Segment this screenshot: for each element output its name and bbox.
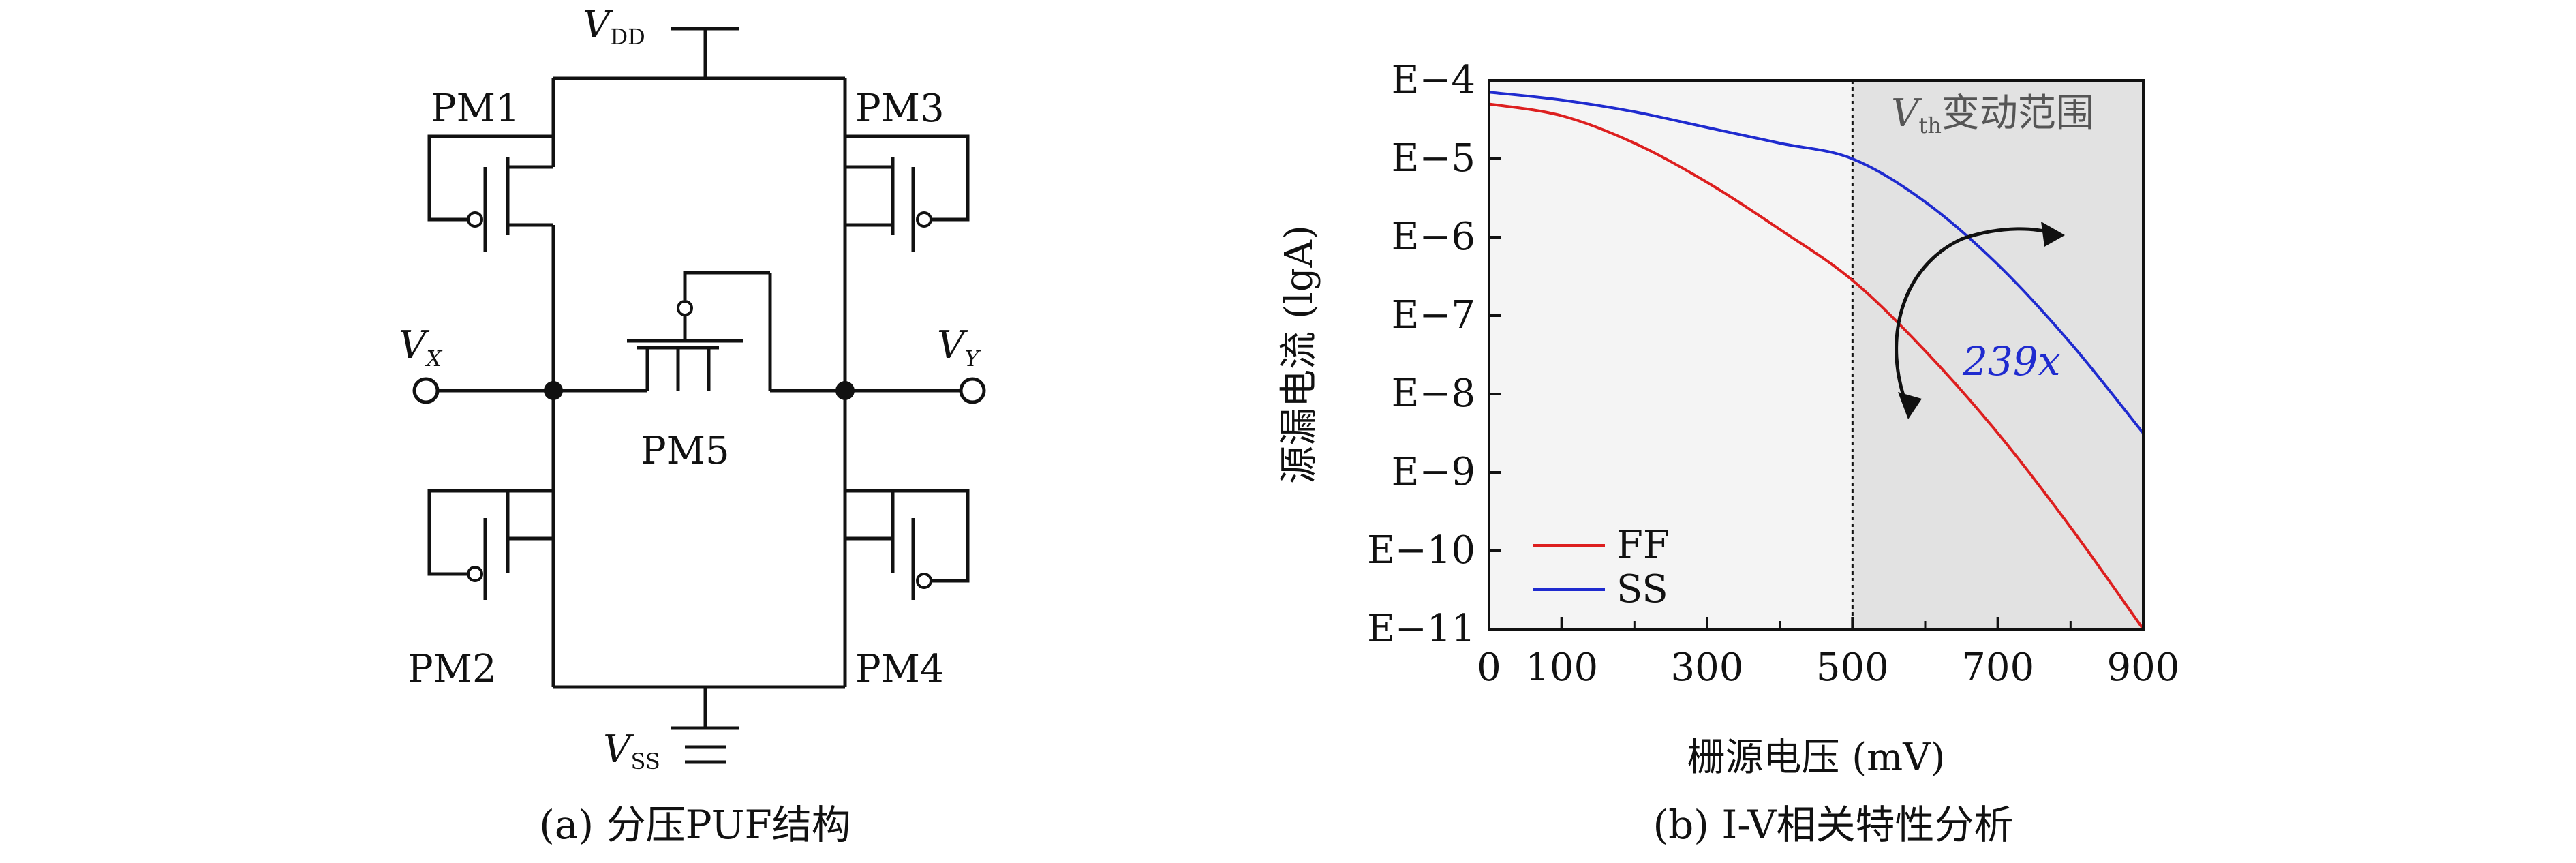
legend-ss-label: SS	[1616, 567, 1668, 611]
pm2-label: PM2	[408, 647, 497, 691]
x-tick-label: 700	[1961, 646, 2034, 690]
x-tick-label: 0	[1477, 646, 1501, 690]
ratio-label: 239x	[1962, 338, 2060, 384]
vdd-label: VDD	[583, 3, 645, 50]
pm4-label: PM4	[855, 647, 945, 691]
legend: FF SS	[1533, 523, 1670, 611]
y-tick-label: E−9	[1392, 450, 1475, 494]
vx-label: VX	[399, 323, 442, 372]
x-tick-label: 100	[1525, 646, 1598, 690]
ratio-arrow-curve	[1895, 227, 2052, 410]
vss-label: VSS	[603, 727, 660, 774]
series-line-ss	[1488, 91, 2145, 434]
x-tick-label: 500	[1816, 646, 1889, 690]
x-tick-label: 300	[1671, 646, 1744, 690]
y-tick-label: E−11	[1367, 607, 1475, 651]
x-tick-label: 900	[2107, 646, 2180, 690]
series-layer	[1488, 91, 2145, 631]
iv-chart: 0 100 300 500 700 900 E−4 E−5 E−6 E−7 E−8 E−9 E−10 E−…	[1277, 58, 2179, 780]
pm5-label: PM5	[641, 429, 730, 473]
y-axis-label: 源漏电流 (lgA)	[1277, 225, 1321, 484]
caption-a: (a) 分压PUF结构	[539, 802, 850, 848]
vy-label: VY	[937, 323, 981, 372]
y-tick-label: E−6	[1392, 215, 1475, 259]
vth-region-label: Vth变动范围	[1891, 91, 2094, 138]
pm1-label: PM1	[431, 87, 520, 131]
x-axis-label: 栅源电压 (mV)	[1687, 736, 1945, 780]
ratio-arrowhead-down	[1898, 392, 1922, 419]
axis-ticks: 0 100 300 500 700 900 E−4 E−5 E−6 E−7 E−8 E−9 E−10 E−…	[1367, 58, 2180, 690]
vy-terminal	[959, 377, 986, 404]
vth-region-shade	[1852, 80, 2143, 629]
y-tick-label: E−5	[1392, 136, 1475, 181]
series-line-ff	[1488, 102, 2145, 631]
y-tick-label: E−4	[1392, 58, 1475, 102]
legend-ff-label: FF	[1616, 523, 1670, 567]
ratio-arrowhead-right	[2041, 222, 2065, 247]
pm3-label: PM3	[855, 87, 945, 131]
plot-frame	[1488, 79, 2145, 631]
vx-terminal	[412, 377, 440, 404]
y-tick-label: E−7	[1392, 293, 1475, 337]
y-tick-label: E−10	[1367, 528, 1475, 573]
caption-b: (b) I-V相关特性分析	[1653, 802, 2014, 848]
y-tick-label: E−8	[1392, 372, 1475, 416]
circuit-schematic: VDD PM1 PM2 PM3 PM4	[399, 3, 986, 774]
